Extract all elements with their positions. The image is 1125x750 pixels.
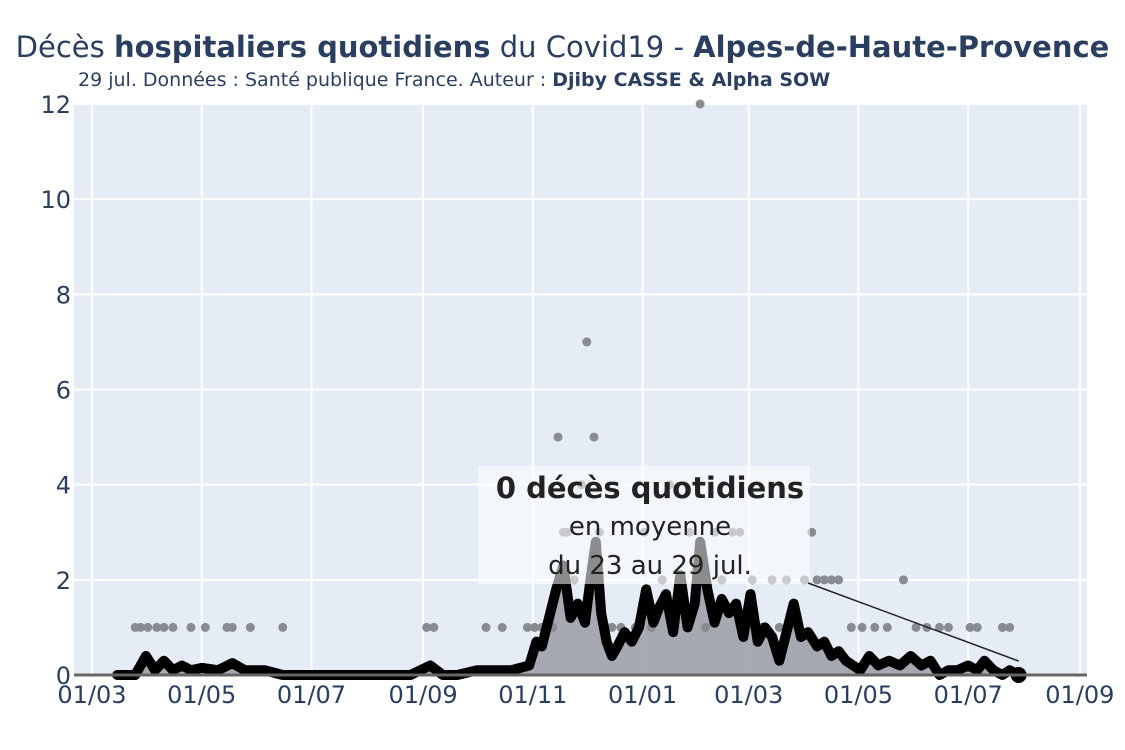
y-tick-label: 8 [56,281,71,309]
subtitle-authors: Djiby CASSE & Alpha SOW [552,69,831,91]
daily-point [589,432,599,442]
title-text-3: du Covid19 - [490,30,694,64]
y-tick-label: 10 [40,186,71,214]
y-tick-label: 6 [56,377,71,405]
daily-point [159,622,169,632]
daily-point [481,622,491,632]
daily-point [827,575,837,585]
x-tick-label: 01/07 [934,681,1003,709]
chart-title: Décès hospitaliers quotidiens du Covid19… [0,28,1125,66]
y-tick-label: 0 [56,662,71,690]
daily-point [882,622,892,632]
title-text-1: Décès [15,30,114,64]
daily-point [607,622,617,632]
daily-point [422,622,432,632]
daily-point [972,622,982,632]
daily-point [857,622,867,632]
daily-point [143,622,153,632]
chart-subtitle: 29 jul. Données : Santé publique France.… [78,69,830,91]
daily-point [695,99,705,109]
daily-point [943,622,953,632]
axis-layer: 0 2 4 6 8 10 12 01/03 01/05 01/07 01/09 01/11 01/01 0… [40,91,1114,709]
x-tick-label: 01/05 [824,681,893,709]
x-tick-label: 01/09 [1045,681,1114,709]
daily-point [245,622,255,632]
daily-point [200,622,210,632]
title-text-2: hospitaliers quotidiens [113,30,491,64]
y-tick-label: 4 [56,472,71,500]
x-tick-label: 01/11 [498,681,567,709]
daily-point [774,622,784,632]
daily-point [965,622,975,632]
daily-point [227,622,237,632]
daily-point [553,432,563,442]
y-tick-label: 12 [40,91,71,119]
daily-point [911,622,921,632]
daily-point [168,622,178,632]
daily-point [997,622,1007,632]
x-tick-label: 01/03 [57,681,126,709]
title-text-4: Alpes-de-Haute-Provence [693,30,1110,64]
annotation-title: 0 décès quotidiens [496,471,804,505]
daily-point [934,622,944,632]
daily-point [819,575,829,585]
daily-point [136,622,146,632]
daily-point [522,622,532,632]
x-tick-label: 01/05 [167,681,236,709]
annotation-arrow [807,582,1019,662]
daily-point [701,622,711,632]
daily-point [278,622,288,632]
daily-point [582,337,592,347]
x-tick-label: 01/07 [277,681,346,709]
daily-point [834,575,844,585]
annotation-line2: du 23 au 29 jul. [548,551,752,581]
y-tick-label: 2 [56,567,71,595]
subtitle-text: 29 jul. Données : Santé publique France.… [78,69,553,91]
daily-point [152,622,162,632]
annotation-line1: en moyenne [569,512,731,542]
daily-point [497,622,507,632]
daily-point [846,622,856,632]
daily-point [870,622,880,632]
annotation: 0 décès quotidiens en moyenne du 23 au 2… [478,466,1019,662]
daily-point [898,575,908,585]
daily-point [812,575,822,585]
annotation-box [478,466,810,584]
daily-point [1005,622,1015,632]
daily-point [186,622,196,632]
x-tick-label: 01/09 [388,681,457,709]
daily-point [429,622,439,632]
x-tick-label: 01/01 [608,681,677,709]
x-tick-label: 01/03 [714,681,783,709]
daily-point [530,622,540,632]
